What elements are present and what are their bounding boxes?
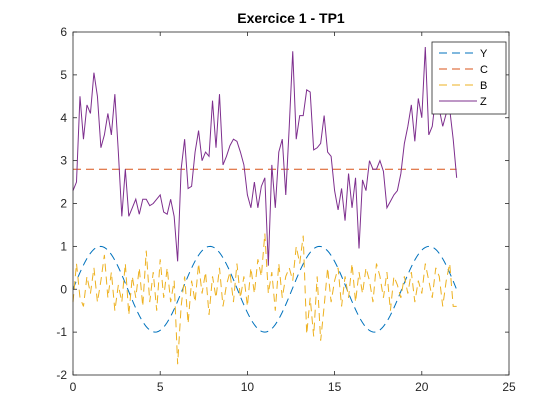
x-tick-label: 0	[70, 380, 77, 394]
ticks-layer: 0 5 10 15 20 25 -2 -1 0 1 2 3 4 5 6	[56, 25, 516, 394]
y-tick-label: -1	[56, 325, 67, 339]
x-tick-label: 25	[502, 380, 516, 394]
x-tick-label: 10	[241, 380, 255, 394]
legend-label-z: Z	[480, 96, 487, 108]
series-line-b	[72, 233, 457, 365]
y-tick-label: 1	[60, 239, 67, 253]
y-tick-label: 5	[60, 68, 67, 82]
y-tick-label: 4	[60, 111, 67, 125]
legend-box	[431, 41, 507, 115]
legend-label-y: Y	[480, 48, 488, 60]
axes-box	[72, 31, 510, 376]
series-line-z	[72, 46, 458, 266]
chart-title: Exercice 1 - TP1	[237, 10, 345, 26]
x-tick-label: 20	[415, 380, 429, 394]
y-tick-label: 3	[60, 154, 67, 168]
y-tick-label: -2	[56, 368, 67, 382]
legend-label-c: C	[480, 64, 488, 76]
x-tick-label: 15	[328, 380, 342, 394]
y-tick-label: 6	[60, 25, 67, 39]
y-tick-label: 0	[60, 282, 67, 296]
series-line-y	[72, 245, 458, 333]
x-tick-label: 5	[157, 380, 164, 394]
y-tick-label: 2	[60, 197, 67, 211]
series-layer	[72, 46, 458, 365]
legend-label-b: B	[480, 80, 487, 92]
